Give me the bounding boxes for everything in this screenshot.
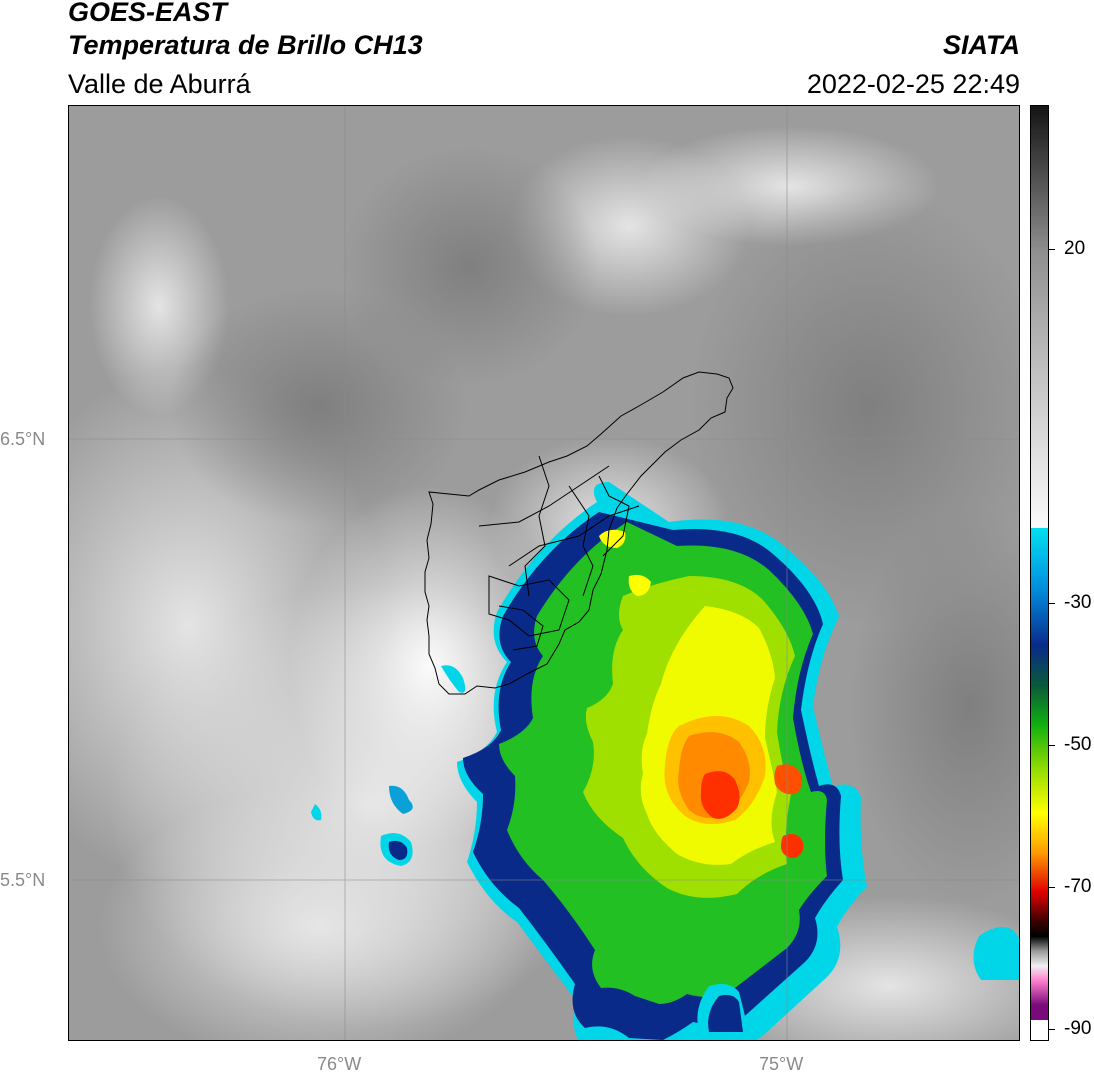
colorbar-tick: [1049, 745, 1055, 746]
lat-label-6-5: 6.5°N: [0, 429, 46, 449]
satellite-title: GOES-EAST: [68, 0, 228, 27]
colorbar-label: -30: [1064, 592, 1092, 613]
colorbar-tick: [1049, 1029, 1055, 1030]
colorbar-gradient: [1031, 106, 1048, 1040]
colorbar-label: -70: [1064, 876, 1092, 897]
colorbar-tick: [1049, 603, 1055, 604]
small-convective-cells: [311, 665, 1019, 980]
satellite-map[interactable]: [68, 105, 1020, 1041]
colorbar-label: -90: [1064, 1018, 1092, 1039]
aburra-valley-boundaries: [424, 371, 734, 695]
product-title: Temperatura de Brillo CH13: [68, 30, 423, 60]
colorbar-tick: [1049, 249, 1055, 250]
lon-label-75w: 75°W: [759, 1054, 804, 1074]
temperature-colorbar: [1030, 105, 1049, 1041]
region-label: Valle de Aburrá: [68, 69, 251, 99]
colorbar-label: -50: [1064, 734, 1092, 755]
lon-label-76w: 76°W: [317, 1054, 362, 1074]
brightness-temperature-image: [69, 106, 1019, 1040]
datetime-label: 2022-02-25 22:49: [806, 69, 1020, 99]
colorbar-label: 20: [1064, 238, 1086, 259]
convective-storm: [457, 482, 867, 1040]
lat-label-5-5: 5.5°N: [0, 870, 46, 890]
organization-label: SIATA: [943, 30, 1020, 60]
colorbar-tick: [1049, 887, 1055, 888]
map-gridlines: [69, 106, 1019, 1040]
